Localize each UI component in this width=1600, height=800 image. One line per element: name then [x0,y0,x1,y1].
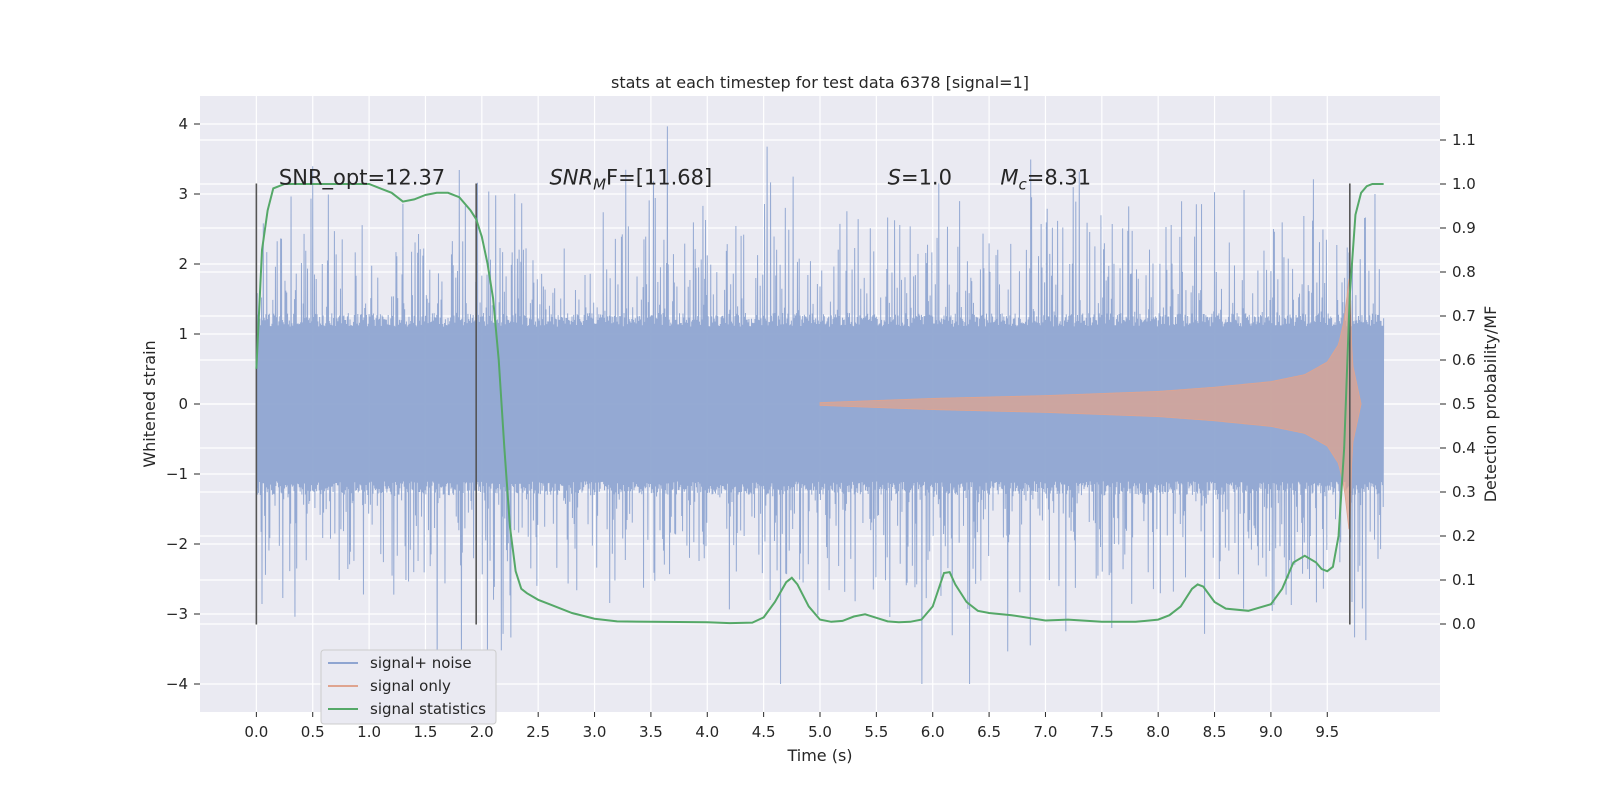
y-right-tick-label: 0.4 [1452,439,1476,457]
x-tick-label: 8.5 [1203,723,1227,741]
y-right-tick-label: 0.2 [1452,527,1476,545]
y-right-tick-label: 0.5 [1452,395,1476,413]
x-tick-label: 7.5 [1090,723,1114,741]
y-right-tick-label: 0.8 [1452,263,1476,281]
legend: signal+ noise signal only signal statist… [320,649,497,725]
x-tick-label: 6.5 [977,723,1001,741]
x-tick-label: 7.0 [1034,723,1058,741]
y-right-tick-label: 0.3 [1452,483,1476,501]
y-right-axis-ticks: 0.0 0.1 0.2 0.3 0.4 0.5 0.6 0.7 0.8 0.9 1.0 1.1 [1440,131,1476,633]
vertical-markers [255,183,1351,625]
legend-label-signal-noise: signal+ noise [370,654,472,672]
signal-noise-series [255,126,1385,685]
annotations: SNR_opt=12.37 SNRMF=[11.68] S=1.0 Mc=8.31 [279,166,1091,194]
y-left-tick-label: 2 [178,255,188,273]
y-left-tick-label: −4 [166,675,188,693]
signal-only-series [819,278,1362,530]
y-right-tick-label: 0.7 [1452,307,1476,325]
x-tick-label: 4.0 [695,723,719,741]
legend-label-signal-statistics: signal statistics [370,700,486,718]
chart-title: stats at each timestep for test data 637… [611,73,1029,92]
signal-noise-line [255,126,1385,685]
x-tick-label: 0.5 [301,723,325,741]
annotation-3: Mc=8.31 [1000,166,1091,194]
x-tick-label: 6.0 [921,723,945,741]
y-left-axis-label: Whitened strain [140,340,159,467]
x-tick-label: 8.0 [1146,723,1170,741]
y-left-tick-label: 4 [178,115,188,133]
x-axis-ticks: 0.0 0.5 1.0 1.5 2.0 2.5 3.0 3.5 4.0 4.5 5.0 5.5 6.0 6… [244,712,1339,741]
x-tick-label: 1.5 [414,723,438,741]
y-left-tick-label: 0 [178,395,188,413]
annotation-2: S=1.0 [888,166,952,190]
y-right-tick-label: 0.6 [1452,351,1476,369]
x-tick-label: 9.5 [1315,723,1339,741]
y-left-tick-label: −2 [166,535,188,553]
x-axis-label: Time (s) [786,746,852,765]
y-left-tick-label: −3 [166,605,188,623]
x-tick-label: 0.0 [244,723,268,741]
y-right-tick-label: 0.0 [1452,615,1476,633]
y-right-tick-label: 0.9 [1452,219,1476,237]
x-tick-label: 3.0 [583,723,607,741]
y-left-tick-label: −1 [166,465,188,483]
y-left-axis-ticks: −4 −3 −2 −1 0 1 2 3 4 [166,115,200,693]
y-right-tick-label: 1.0 [1452,175,1476,193]
signal-statistics-series [255,183,1384,625]
annotation-1: SNRMF=[11.68] [549,166,712,194]
x-tick-label: 2.0 [470,723,494,741]
signal-statistics-line [255,183,1384,625]
x-tick-label: 5.0 [808,723,832,741]
x-tick-label: 2.5 [526,723,550,741]
y-right-tick-label: 0.1 [1452,571,1476,589]
x-tick-label: 1.0 [357,723,381,741]
y-right-axis-label: Detection probability/MF [1481,306,1500,503]
y-right-tick-label: 1.1 [1452,131,1476,149]
annotation-0: SNR_opt=12.37 [279,166,445,191]
x-tick-label: 4.5 [752,723,776,741]
x-tick-label: 5.5 [864,723,888,741]
y-left-tick-label: 3 [178,185,188,203]
y-left-tick-label: 1 [178,325,188,343]
legend-box [320,649,497,725]
x-tick-label: 3.5 [639,723,663,741]
signal-only-area [819,278,1362,530]
x-tick-label: 9.0 [1259,723,1283,741]
legend-label-signal-only: signal only [370,677,451,695]
